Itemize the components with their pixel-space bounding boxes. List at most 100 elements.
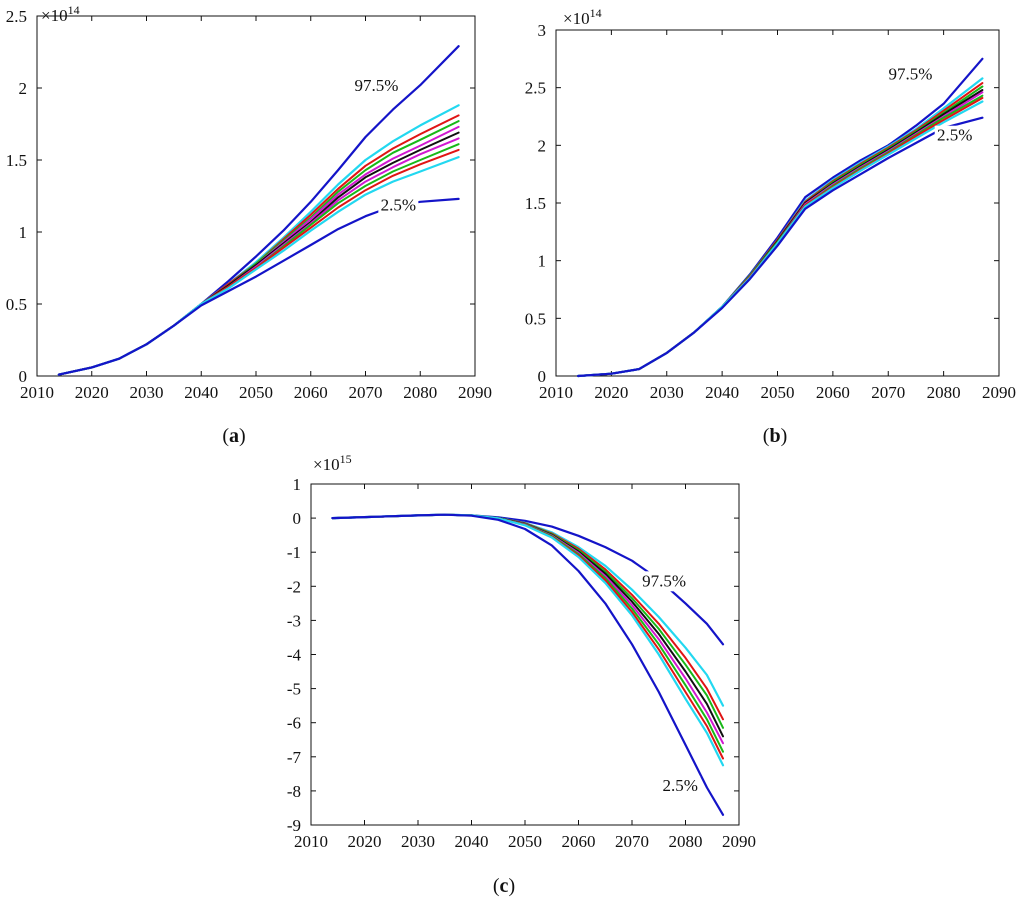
percentile-annotation: 97.5% [888,65,932,84]
y-tick-label: 1.5 [6,151,27,170]
x-tick-label: 2020 [75,383,109,402]
y-tick-label: 2.5 [525,79,546,98]
annotation-bg [886,64,935,85]
series-line-path-5 [331,513,724,745]
x-tick-label: 2050 [761,383,795,402]
y-tick-label: -1 [287,543,301,562]
y-tick-label: 2 [538,136,547,155]
y-tick-label: -7 [287,748,302,767]
x-tick-label: 2030 [650,383,684,402]
y-tick-label: -8 [287,782,301,801]
y-tick-label: 1 [293,475,302,494]
x-tick-label: 2080 [927,383,961,402]
x-tick-label: 2010 [294,832,328,851]
percentile-annotation: 2.5% [662,776,697,795]
y-tick-label: 0 [538,367,547,386]
x-tick-label: 2090 [458,383,492,402]
axis-scale-note: ×1015 [313,452,352,474]
caption-open: ( [493,875,500,897]
scale-base: ×10 [313,455,340,474]
series-line-2-5- [57,197,460,376]
x-tick-label: 2030 [401,832,435,851]
x-tick-label: 2040 [184,383,218,402]
percentile-annotation: 2.5% [937,126,972,145]
series-line-path-1 [576,77,984,378]
caption-letter: a [229,425,239,447]
y-tick-label: 0.5 [6,295,27,314]
y-tick-label: -3 [287,611,301,630]
y-tick-label: -2 [287,577,301,596]
chart-c-group: 2010 2020 2030 2040 2050 2060 2070 2080 2090 1 0 -1… [287,452,756,897]
x-tick-label: 2040 [455,832,489,851]
x-tick-label: 2080 [669,832,703,851]
y-tick-label: 1.5 [525,194,546,213]
series-line-path-2 [57,114,460,376]
y-tick-label: 1 [538,252,547,271]
y-tick-label: 3 [538,21,547,40]
x-tick-label: 2040 [705,383,739,402]
x-tick-label: 2090 [722,832,756,851]
series-line-path-2 [331,513,724,721]
y-tick-label: -6 [287,714,301,733]
percentile-annotation: 97.5% [354,76,398,95]
caption-close: ) [239,425,246,447]
panel-caption: (b) [763,425,787,447]
x-tick-label: 2010 [20,383,54,402]
y-tick-label: -9 [287,816,301,835]
scale-base: ×10 [41,6,68,25]
series-line-2-5- [331,513,725,816]
x-tick-label: 2060 [816,383,850,402]
series-line-path-6 [331,513,724,753]
series-line-97-5- [576,57,984,378]
y-tick-label: -4 [287,646,302,665]
caption-letter: b [769,425,780,447]
series-line-path-3 [331,513,724,729]
y-tick-label: 2 [19,79,28,98]
annotation-bg [378,195,419,216]
y-tick-label: 1 [19,223,28,242]
series-line-2-5- [576,116,984,378]
scale-exponent: 14 [590,6,602,20]
series-line-path-1 [331,513,725,707]
scale-base: ×10 [563,9,590,28]
y-tick-label: 2.5 [6,7,27,26]
annotation-bg [934,125,975,146]
x-tick-label: 2090 [982,383,1016,402]
series-line-path-8 [331,513,725,767]
axis-scale-note: ×1014 [563,6,602,28]
caption-letter: c [500,875,509,897]
y-tick-label: 0.5 [525,309,546,328]
percentile-annotation: 2.5% [381,195,416,214]
y-tick-label: 0 [19,367,28,386]
caption-close: ) [508,875,515,897]
x-tick-label: 2030 [130,383,164,402]
y-tick-label: -5 [287,680,301,699]
scale-exponent: 15 [340,452,352,466]
x-tick-label: 2050 [508,832,542,851]
annotation-bg [352,75,401,96]
panel-caption: (c) [493,875,515,897]
x-tick-label: 2020 [348,832,382,851]
chart-a-group: 2010 2020 2030 2040 2050 2060 2070 2080 2090 0 0.5… [6,3,492,447]
caption-close: ) [781,425,788,447]
x-tick-label: 2080 [403,383,437,402]
x-tick-label: 2050 [239,383,273,402]
x-tick-label: 2070 [349,383,383,402]
scale-exponent: 14 [68,3,80,17]
annotation-bg [639,571,689,592]
panel-caption: (a) [222,425,245,447]
axis-scale-note: ×1014 [41,3,80,25]
x-tick-label: 2070 [615,832,649,851]
caption-open: ( [763,425,770,447]
y-tick-label: 0 [293,509,302,528]
chart-b-group: 2010 2020 2030 2040 2050 2060 2070 2080 2090 0 0.5… [525,6,1016,447]
percentile-annotation: 97.5% [642,571,686,590]
caption-open: ( [222,425,229,447]
x-tick-label: 2010 [539,383,573,402]
x-tick-label: 2060 [562,832,596,851]
plot-frame [310,483,740,826]
x-tick-label: 2060 [294,383,328,402]
x-tick-label: 2070 [871,383,905,402]
series-line-path-8 [576,100,984,378]
